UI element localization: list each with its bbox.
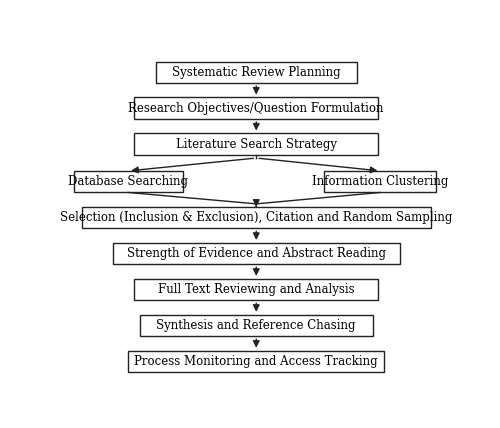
Text: Process Monitoring and Access Tracking: Process Monitoring and Access Tracking [134,355,378,368]
FancyBboxPatch shape [134,98,378,119]
FancyBboxPatch shape [134,134,378,155]
FancyBboxPatch shape [324,171,436,193]
FancyBboxPatch shape [82,207,430,229]
FancyBboxPatch shape [113,243,400,265]
Text: Selection (Inclusion & Exclusion), Citation and Random Sampling: Selection (Inclusion & Exclusion), Citat… [60,211,452,224]
Text: Research Objectives/Question Formulation: Research Objectives/Question Formulation [128,102,384,115]
Text: Synthesis and Reference Chasing: Synthesis and Reference Chasing [156,319,356,332]
FancyBboxPatch shape [74,171,182,193]
FancyBboxPatch shape [140,315,372,336]
Text: Literature Search Strategy: Literature Search Strategy [176,138,337,151]
FancyBboxPatch shape [156,62,357,83]
Text: Full Text Reviewing and Analysis: Full Text Reviewing and Analysis [158,283,354,296]
Text: Systematic Review Planning: Systematic Review Planning [172,66,340,79]
Text: Strength of Evidence and Abstract Reading: Strength of Evidence and Abstract Readin… [127,247,386,260]
Text: Database Searching: Database Searching [68,175,188,188]
FancyBboxPatch shape [134,279,378,300]
Text: Information Clustering: Information Clustering [312,175,448,188]
FancyBboxPatch shape [128,351,384,372]
